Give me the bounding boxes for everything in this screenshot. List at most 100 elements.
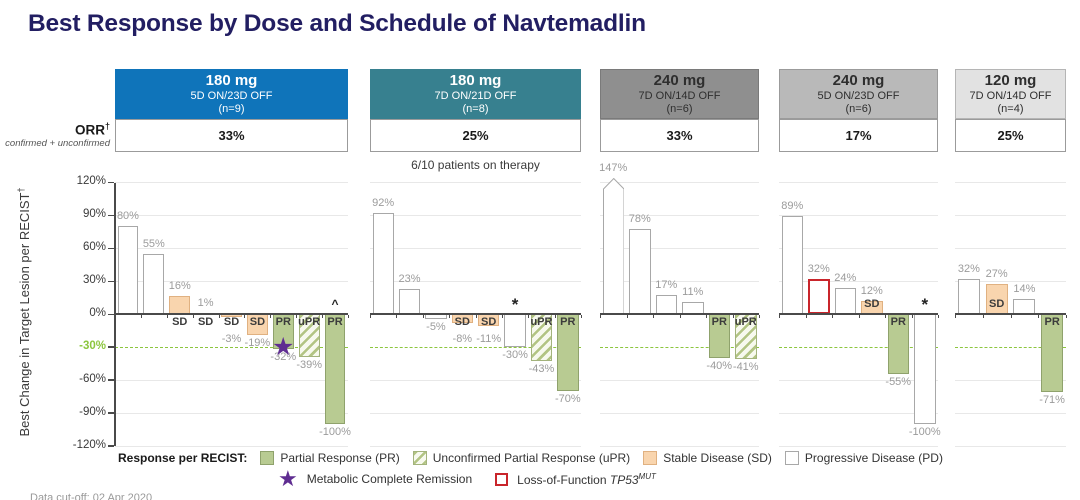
chart-panel: 89% 32% 24% 12% SD -55% PR -100% * <box>779 182 941 447</box>
gridline <box>600 248 759 250</box>
axis-minitick <box>858 315 860 318</box>
legend-item: Stable Disease (SD) <box>643 451 772 465</box>
bar-category-label: SD <box>223 316 240 328</box>
bar <box>629 228 651 314</box>
dose-header: 180 mg 7D ON/21D OFF (n=8) <box>370 69 581 119</box>
gridline <box>779 412 938 414</box>
chart-panel: 80% 55% 16% SD 1% SD -3% SD -19% SD -32% PR ★ -39% uPR… <box>115 182 351 447</box>
y-tick-label: 0% <box>89 307 106 319</box>
axis-minitick <box>1010 315 1012 318</box>
axis-minitick <box>422 315 424 318</box>
chart-panel: 92% 23% -5% -8% SD -11% SD -30% * -43% uPR -70% PR <box>370 182 582 447</box>
y-tick-label: -30% <box>79 339 106 352</box>
y-tick-label: -90% <box>79 405 106 418</box>
zero-axis-line <box>600 313 759 315</box>
bar-overrange <box>602 177 624 315</box>
gridline <box>955 182 1066 184</box>
axis-minitick <box>449 315 451 318</box>
gridline <box>115 215 348 217</box>
gridline <box>779 379 938 381</box>
axis-minitick <box>982 315 984 318</box>
gridline <box>779 215 938 217</box>
bar-category-label: PR <box>275 316 291 328</box>
axis-minitick <box>581 315 582 318</box>
axis-minitick <box>832 315 833 318</box>
dose-label: 180 mg <box>205 72 258 89</box>
n-label: (n=8) <box>462 103 489 115</box>
dose-header: 180 mg 5D ON/23D OFF (n=9) <box>115 69 348 119</box>
legend-row-2: ★ Metabolic Complete Remission Loss-of-F… <box>278 468 656 490</box>
y-tick-label: 30% <box>82 274 106 287</box>
asterisk-marker: * <box>511 295 519 314</box>
dose-header: 120 mg 7D ON/14D OFF (n=4) <box>955 69 1066 119</box>
y-axis-tick <box>108 379 114 381</box>
legend-item: Unconfirmed Partial Response (uPR) <box>412 451 630 465</box>
axis-minitick <box>140 315 142 318</box>
y-tick-label: 60% <box>82 241 106 254</box>
bar-value-label: 89% <box>781 200 804 213</box>
bar-value-label: -32% <box>270 351 297 364</box>
y-axis-tick <box>108 445 114 447</box>
axis-minitick <box>296 315 298 318</box>
gridline <box>115 445 348 447</box>
gridline <box>370 248 581 250</box>
bar-category-label: SD <box>454 316 470 328</box>
dose-label: 120 mg <box>984 72 1037 89</box>
data-cutoff-note: Data cut-off: 02 Apr 2020 <box>30 492 153 500</box>
bar-value-label: 14% <box>1013 282 1036 295</box>
bar-category-label: PR <box>890 316 906 328</box>
gridline <box>779 248 938 250</box>
zero-axis-line <box>955 313 1066 315</box>
zero-axis-line <box>779 313 938 315</box>
legend-title: Response per RECIST: <box>118 451 248 465</box>
y-tick-label: 90% <box>82 208 106 221</box>
legend-label: Stable Disease (SD) <box>663 451 772 465</box>
pr-swatch-icon <box>260 451 275 465</box>
reference-line <box>600 346 759 348</box>
bar-value-label: -19% <box>244 336 271 349</box>
gridline <box>370 445 581 447</box>
bar-category-label: SD <box>172 316 188 328</box>
bar-value-label: 24% <box>834 271 857 284</box>
bar-value-label: -3% <box>221 333 242 345</box>
bar-value-label: 92% <box>372 197 395 210</box>
y-axis-line <box>114 183 116 446</box>
axis-minitick <box>679 315 681 318</box>
bar-value-label: -43% <box>528 363 555 376</box>
gridline <box>370 215 581 217</box>
n-label: (n=6) <box>845 103 872 115</box>
bar-value-label: -30% <box>502 348 528 361</box>
bar-value-label: -100% <box>908 425 941 438</box>
chart-panel: 32% 27% SD 14% -71% PR <box>955 182 1067 447</box>
bar-value-label: 23% <box>398 272 421 285</box>
bar <box>372 213 394 314</box>
tp53-outline-swatch-icon <box>495 472 509 486</box>
bar-value-label: 78% <box>628 212 651 225</box>
y-tick-label: -120% <box>72 438 106 451</box>
dose-label: 240 mg <box>832 72 885 89</box>
y-axis-tick <box>108 412 114 414</box>
legend-label: Partial Response (PR) <box>280 451 400 465</box>
axis-minitick <box>626 315 628 318</box>
dose-header: 240 mg 7D ON/14D OFF (n=6) <box>600 69 759 119</box>
bar-value-label: 11% <box>682 285 704 298</box>
axis-minitick <box>475 315 477 318</box>
bar-category-label: PR <box>560 316 576 328</box>
gridline <box>115 281 348 283</box>
axis-minitick <box>938 315 939 318</box>
axis-minitick <box>396 315 398 318</box>
axis-minitick <box>732 315 734 318</box>
n-label: (n=6) <box>666 103 693 115</box>
reference-line <box>370 346 581 348</box>
zero-axis-line <box>115 313 348 315</box>
sd-swatch-icon <box>643 451 658 465</box>
axis-minitick <box>322 315 324 318</box>
bar-category-label: SD <box>249 316 266 328</box>
bar-category-label: uPR <box>734 316 757 328</box>
upr-swatch-icon <box>412 451 427 465</box>
bar <box>324 314 346 424</box>
y-tick-label: -60% <box>79 372 106 385</box>
orr-value: 33% <box>600 119 759 152</box>
chart-panel: 147% 78% 17% 11% -40% PR -41% uPR <box>599 162 760 447</box>
